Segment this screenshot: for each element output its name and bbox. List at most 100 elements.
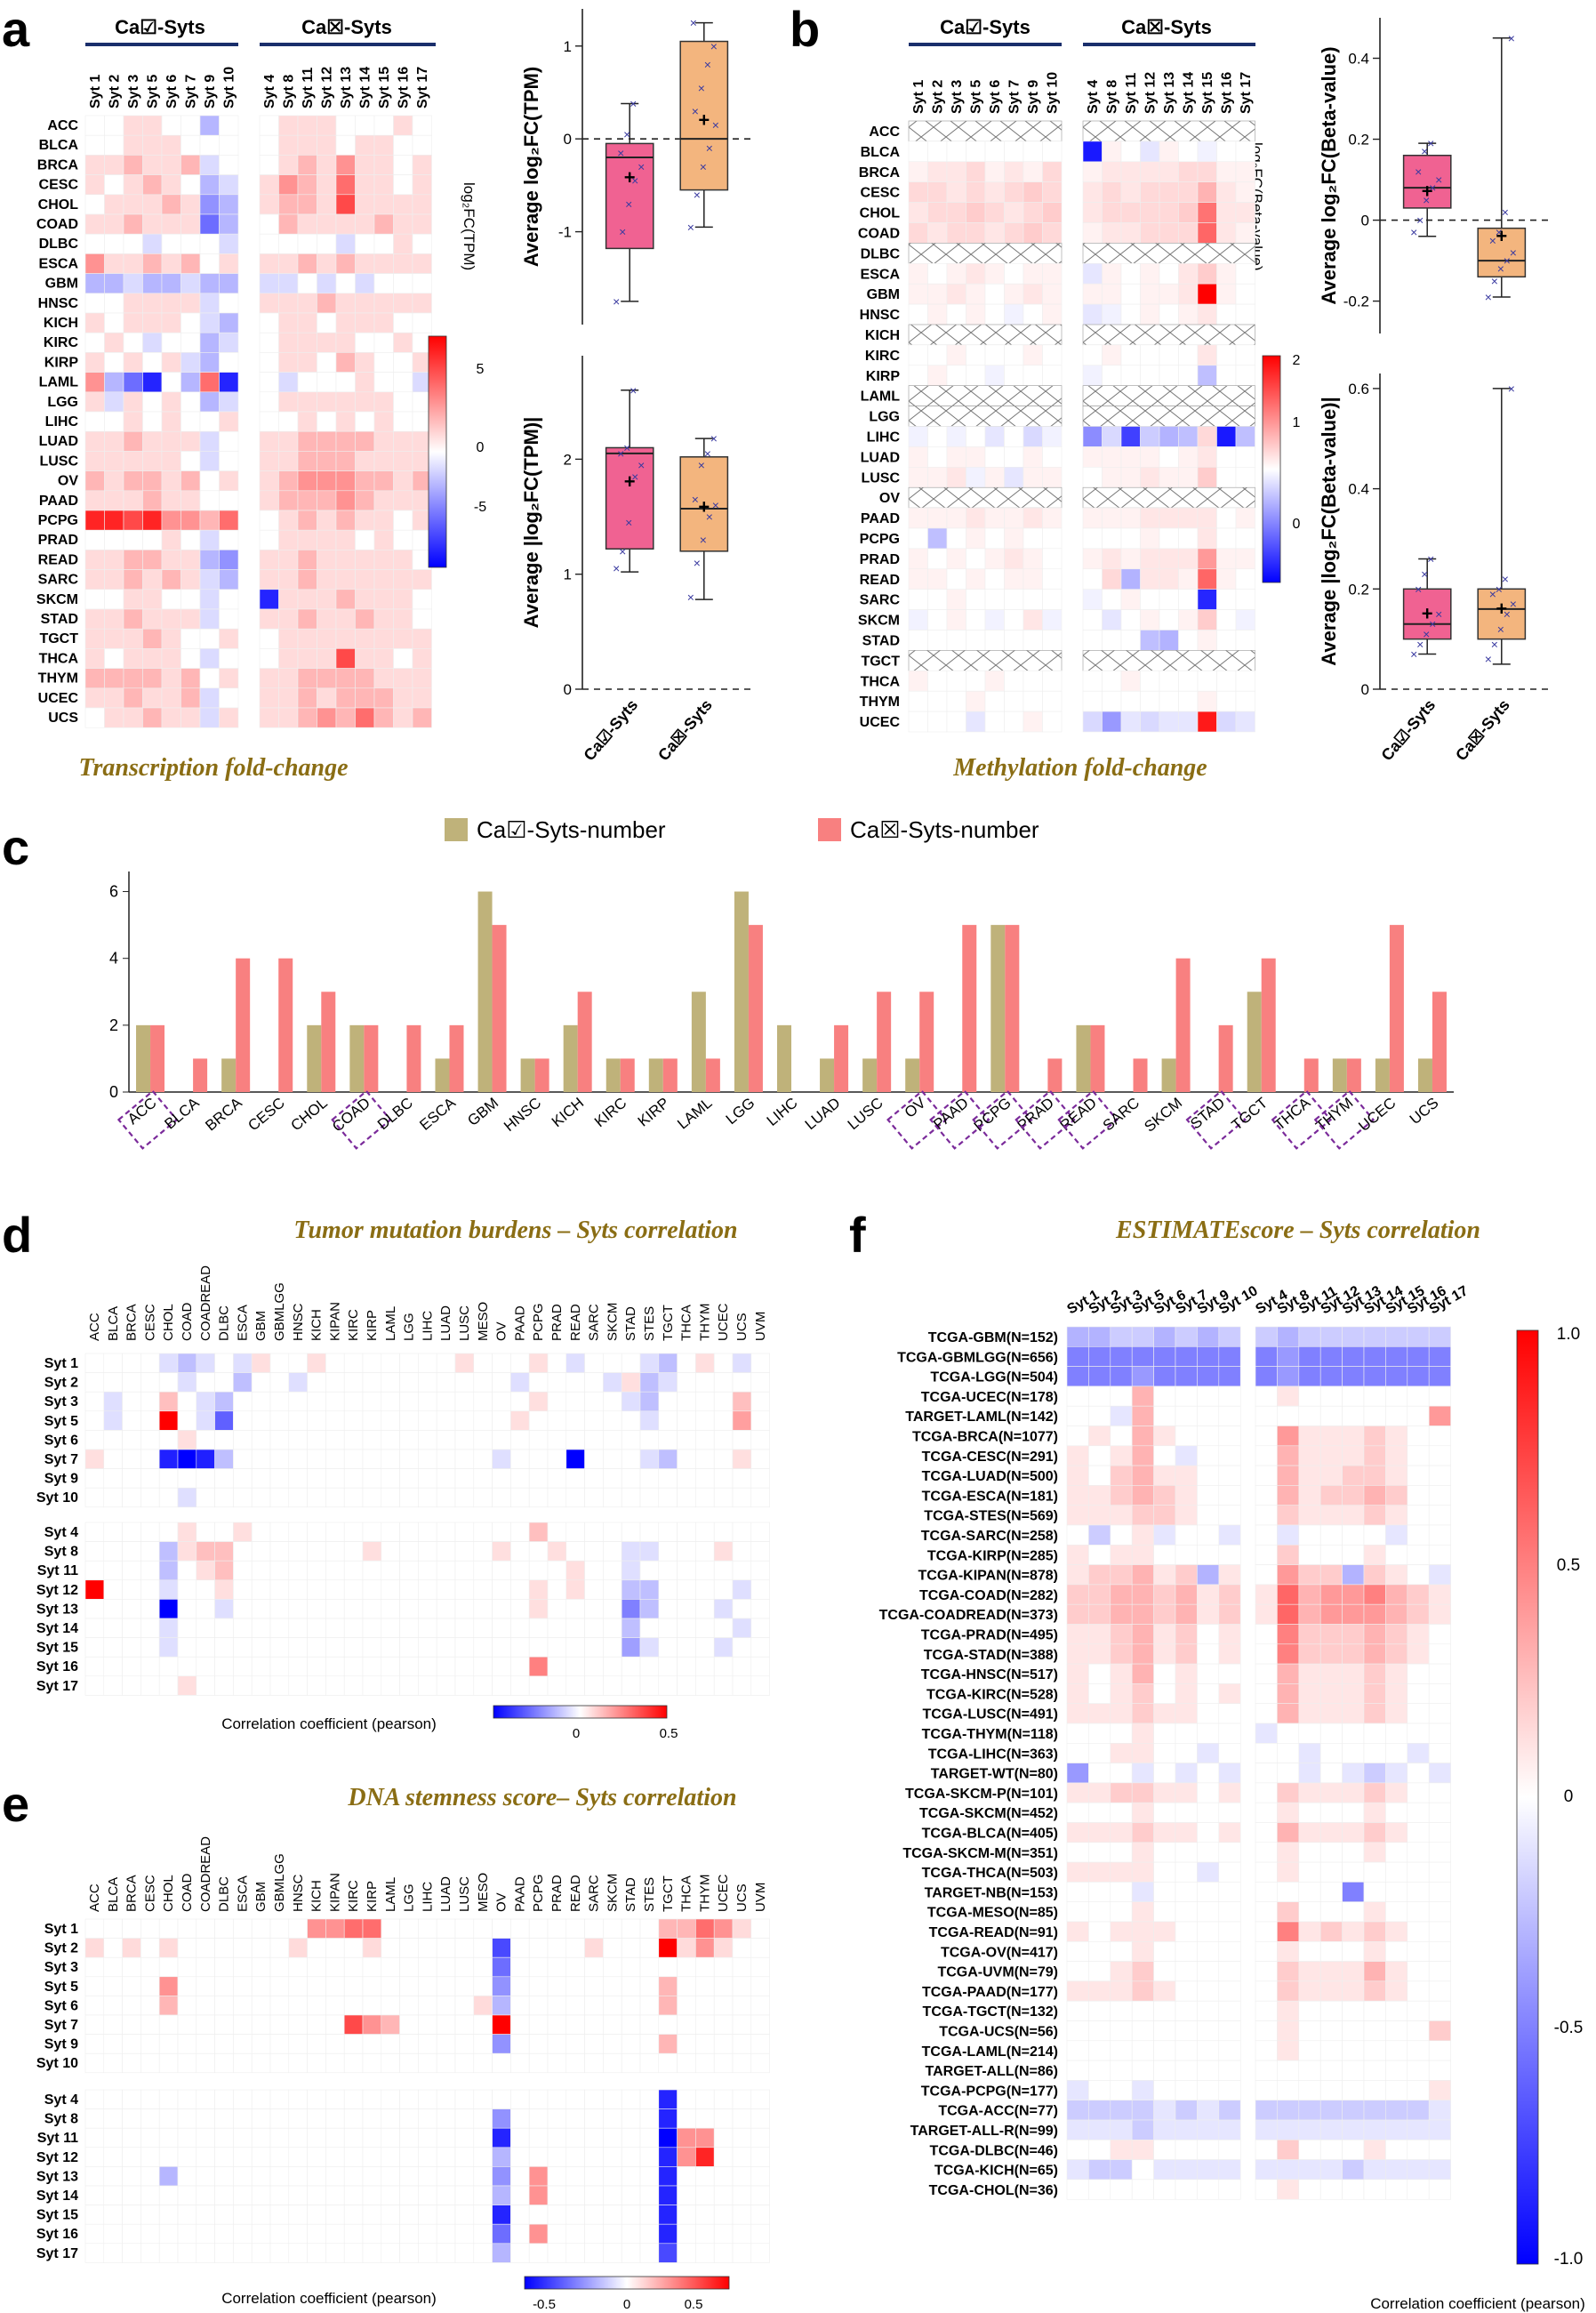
b-box-abs-point: × xyxy=(1427,551,1434,566)
e-on-cell-Syt 7-13 xyxy=(325,2014,345,2035)
a-off-cell-UCS-3 xyxy=(317,707,337,728)
f-off-cell-TCGA-BRCA(N=1077)-8 xyxy=(1428,1426,1451,1447)
d-off-cell-Syt 11-30 xyxy=(639,1560,660,1581)
d-off-cell-Syt 11-20 xyxy=(454,1560,475,1581)
a-on-cell-BLCA-2 xyxy=(123,134,143,156)
e-off-cell-Syt 8-3 xyxy=(140,2108,160,2129)
a-off-cell-KICH-8 xyxy=(412,312,432,333)
d-off-cell-Syt 4-3 xyxy=(140,1522,160,1542)
a-on-cell-UCS-0 xyxy=(84,707,105,728)
f-on-cell-TCGA-CESC(N=291)-0 xyxy=(1066,1445,1089,1466)
f-on-cell-TCGA-HNSC(N=517)-7 xyxy=(1218,1663,1241,1684)
f-off-cell-TCGA-COAD(N=282)-2 xyxy=(1298,1584,1321,1605)
d-on-cell-Syt 7-15 xyxy=(362,1449,382,1469)
a-on-cell-SARC-3 xyxy=(142,569,163,590)
a-off-cell-SARC-7 xyxy=(393,569,413,590)
e-on-cell-Syt 10-9 xyxy=(251,2052,271,2074)
e-on-cell-Syt 2-2 xyxy=(122,1938,141,1958)
d-off-cell-Syt 15-4 xyxy=(158,1637,179,1658)
e-on-cell-Syt 5-24 xyxy=(528,1976,549,1996)
b-on-cell-BRCA-0 xyxy=(908,161,928,183)
a-off-cell-UCEC-3 xyxy=(317,687,337,709)
d-off-cell-Syt 8-0 xyxy=(84,1541,105,1562)
b-on-cell-READ-0 xyxy=(908,568,928,590)
a-off-cell-THYM-6 xyxy=(373,668,394,689)
f-off-cell-TCGA-ESCA(N=181)-1 xyxy=(1277,1485,1300,1506)
a-row-label: KIRC xyxy=(44,335,79,350)
b-off-cell-PRAD-3 xyxy=(1140,548,1160,570)
a-off-cell-BRCA-1 xyxy=(278,155,299,175)
f-off-cell-TCGA-PRAD(N=495)-0 xyxy=(1255,1624,1278,1645)
f-off-cell-TCGA-GBM(N=152)-4 xyxy=(1342,1326,1365,1347)
a-on-cell-UCS-2 xyxy=(123,707,143,728)
b-row-label: TGCT xyxy=(861,654,900,669)
a-on-cell-COAD-4 xyxy=(161,213,181,235)
d-off-cell-Syt 15-12 xyxy=(307,1637,326,1658)
d-on-cell-Syt 1-31 xyxy=(658,1353,678,1373)
a-off-cell-LIHC-2 xyxy=(297,411,317,432)
f-on-cell-TCGA-TGCT(N=132)-4 xyxy=(1153,2000,1176,2021)
f-off-cell-TCGA-KIRC(N=528)-2 xyxy=(1298,1683,1321,1705)
f-off-cell-TCGA-ESCA(N=181)-8 xyxy=(1428,1485,1451,1506)
a-off-cell-COAD-2 xyxy=(297,213,317,235)
c-category-label: LUSC xyxy=(845,1095,886,1134)
b-on-cell-STAD-4 xyxy=(984,630,1005,651)
e-off-cell-Syt 8-30 xyxy=(639,2108,660,2129)
e-off-cell-Syt 16-14 xyxy=(343,2223,364,2245)
a-off-cell-KIRC-5 xyxy=(355,332,375,353)
f-off-cell-TCGA-UVM(N=79)-4 xyxy=(1342,1961,1365,1982)
b-on-cell-CHOL-4 xyxy=(984,202,1005,223)
a-off-cell-PRAD-0 xyxy=(259,529,279,550)
b-on-cell-ESCA-5 xyxy=(1004,262,1024,285)
f-on-cell-TCGA-THYM(N=118)-0 xyxy=(1066,1723,1089,1744)
a-off-cell-HNSC-1 xyxy=(278,293,299,314)
a-off-cell-KICH-3 xyxy=(317,312,337,333)
f-off-cell-TCGA-UVM(N=79)-8 xyxy=(1428,1961,1451,1982)
d-off-cell-Syt 13-35 xyxy=(732,1599,752,1619)
f-off-cell-TCGA-STAD(N=388)-4 xyxy=(1342,1643,1365,1665)
f-row-label: TCGA-UCEC(N=178) xyxy=(921,1390,1058,1405)
b-off-cell-KIRC-1 xyxy=(1102,344,1122,366)
e-on-cell-Syt 2-11 xyxy=(288,1938,308,1958)
f-off-cell-TCGA-BLCA(N=405)-1 xyxy=(1277,1822,1300,1843)
e-on-cell-Syt 7-0 xyxy=(84,2014,105,2035)
b-off-cell-GBM-4 xyxy=(1159,283,1179,305)
a-off-cell-PRAD-4 xyxy=(335,529,356,550)
f-on-cell-TARGET-ALL(N=86)-1 xyxy=(1088,2060,1111,2081)
e-off-cell-Syt 12-16 xyxy=(381,2147,400,2167)
a-off-cell-TGCT-2 xyxy=(297,628,317,649)
f-on-cell-TCGA-LIHC(N=363)-2 xyxy=(1110,1743,1133,1763)
d-col-label: GBM xyxy=(253,1311,269,1341)
d-off-cell-Syt 8-14 xyxy=(343,1541,364,1562)
f-off-cell-TCGA-HNSC(N=517)-4 xyxy=(1342,1663,1365,1684)
a-on-cell-LIHC-1 xyxy=(104,411,124,432)
e-off-cell-Syt 15-3 xyxy=(140,2205,160,2225)
d-on-cell-Syt 1-25 xyxy=(547,1353,567,1373)
d-off-cell-Syt 16-4 xyxy=(158,1656,179,1677)
legend-f-title: Correlation coefficient (pearson) xyxy=(1370,2295,1585,2312)
a-on-cell-PAAD-4 xyxy=(161,490,181,511)
b-box-abs-mean-marker: + xyxy=(1496,598,1507,620)
d-off-cell-Syt 15-13 xyxy=(325,1637,345,1658)
b-box-avg-point: × xyxy=(1489,233,1496,247)
f-on-cell-TCGA-GBMLGG(N=656)-2 xyxy=(1110,1346,1133,1367)
c-ytick-label: 4 xyxy=(109,950,118,968)
f-off-cell-TCGA-LUAD(N=500)-0 xyxy=(1255,1465,1278,1486)
f-on-cell-TCGA-BRCA(N=1077)-6 xyxy=(1197,1426,1220,1447)
d-off-cell-Syt 4-20 xyxy=(454,1522,475,1542)
b-off-cell-LIHC-6 xyxy=(1197,426,1217,447)
f-on-cell-TCGA-KIRC(N=528)-7 xyxy=(1218,1683,1241,1705)
a-row-label: LIHC xyxy=(45,414,79,430)
d-off-cell-Syt 16-12 xyxy=(307,1656,326,1677)
e-off-cell-Syt 11-36 xyxy=(750,2127,770,2148)
a-on-cell-BLCA-0 xyxy=(84,134,105,156)
a-off-cell-CESC-8 xyxy=(412,174,432,196)
a-off-cell-ESCA-1 xyxy=(278,253,299,274)
f-off-cell-TCGA-GBM(N=152)-3 xyxy=(1319,1326,1343,1347)
a-on-cell-GBM-2 xyxy=(123,273,143,294)
f-off-cell-TCGA-STES(N=569)-0 xyxy=(1255,1505,1278,1526)
b-off-cell-SKCM-8 xyxy=(1235,609,1255,630)
d-off-cell-Syt 16-32 xyxy=(677,1656,696,1677)
f-on-cell-TCGA-OV(N=417)-1 xyxy=(1088,1941,1111,1962)
a-on-cell-LUSC-7 xyxy=(219,451,239,471)
